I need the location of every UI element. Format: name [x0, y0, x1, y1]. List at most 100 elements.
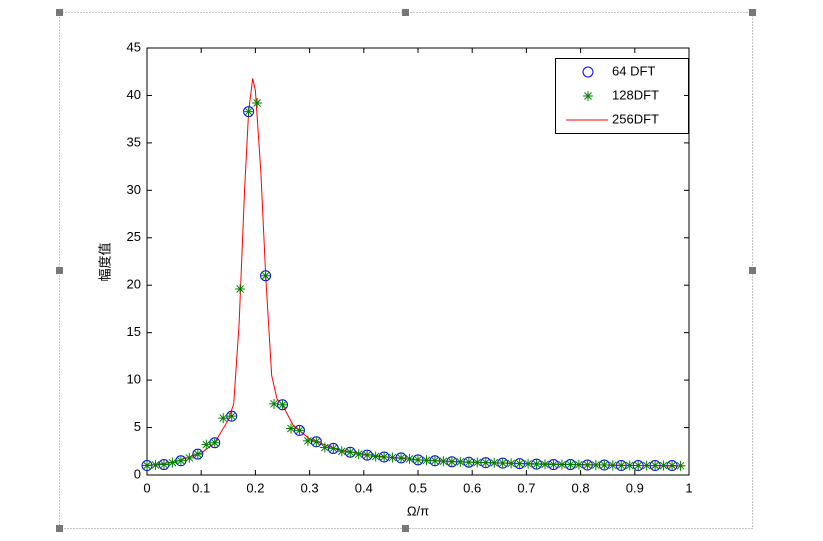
legend-label: 128DFT [612, 87, 659, 102]
star-marker [277, 399, 288, 410]
star-marker [243, 106, 254, 117]
star-marker [650, 460, 661, 471]
y-tick-label: 0 [134, 466, 141, 481]
y-tick-label: 35 [127, 134, 141, 149]
star-marker [150, 460, 161, 471]
star-marker [590, 460, 601, 471]
star-marker [633, 460, 644, 471]
star-marker [497, 458, 508, 469]
x-tick-label: 0.5 [409, 480, 427, 495]
legend-label: 64 DFT [612, 63, 655, 78]
star-marker [582, 460, 593, 471]
x-tick-label: 0.6 [463, 480, 481, 495]
star-marker [362, 450, 373, 461]
star-marker [404, 453, 415, 464]
star-marker [438, 456, 449, 467]
star-marker [607, 460, 618, 471]
star-marker [336, 446, 347, 457]
star-marker [387, 452, 398, 463]
star-marker [235, 284, 246, 295]
star-marker [302, 435, 313, 446]
star-marker [184, 452, 195, 463]
star-marker [429, 455, 440, 466]
y-tick-label: 30 [127, 182, 141, 197]
x-tick-label: 0.4 [355, 480, 373, 495]
star-marker [514, 458, 525, 469]
handle[interactable] [749, 267, 756, 274]
handle[interactable] [56, 525, 63, 532]
star-marker [175, 455, 186, 466]
star-marker [269, 398, 280, 409]
y-tick-label: 5 [134, 419, 141, 434]
star-marker [209, 437, 220, 448]
star-marker [379, 451, 390, 462]
legend [555, 58, 689, 134]
x-axis-label: Ω/π [407, 503, 429, 518]
star-marker [556, 459, 567, 470]
selection-handles [56, 9, 756, 532]
star-marker [667, 460, 678, 471]
y-tick-label: 20 [127, 277, 141, 292]
star-marker [226, 411, 237, 422]
x-tick-label: 0.1 [192, 480, 210, 495]
star-marker [142, 460, 152, 471]
x-tick-label: 0.9 [626, 480, 644, 495]
star-marker [472, 457, 483, 468]
star-marker [599, 460, 610, 471]
x-tick-label: 0.3 [301, 480, 319, 495]
star-marker [396, 452, 407, 463]
star-marker [328, 443, 339, 454]
star-marker [158, 459, 169, 470]
handle[interactable] [749, 9, 756, 16]
star-marker [675, 460, 686, 471]
handle[interactable] [56, 267, 63, 274]
star-marker [345, 447, 356, 458]
star-marker [413, 454, 423, 465]
x-tick-label: 0.7 [517, 480, 535, 495]
y-tick-label: 15 [127, 324, 141, 339]
star-marker [285, 423, 296, 434]
star-marker [641, 460, 652, 471]
star-marker [624, 460, 635, 471]
legend-label: 256DFT [612, 111, 659, 126]
star-marker [506, 458, 517, 469]
x-tick-label: 0.8 [572, 480, 590, 495]
star-marker [370, 451, 381, 462]
x-tick-label: 0 [143, 480, 150, 495]
handle[interactable] [56, 9, 63, 16]
star-marker [455, 456, 466, 467]
star-marker [311, 436, 322, 447]
handle[interactable] [402, 9, 409, 16]
legend-marker [583, 91, 593, 101]
star-marker [201, 439, 212, 450]
star-marker [353, 449, 364, 460]
y-tick-label: 25 [127, 229, 141, 244]
star-marker [294, 425, 305, 436]
star-marker [565, 459, 576, 470]
star-marker [540, 459, 551, 470]
star-marker [218, 413, 229, 424]
y-axis-label: 幅度值 [97, 242, 112, 281]
star-marker [531, 459, 542, 470]
star-marker [192, 449, 203, 460]
handle[interactable] [402, 525, 409, 532]
y-tick-label: 45 [127, 39, 141, 54]
star-marker [616, 460, 627, 471]
star-marker [573, 459, 584, 470]
star-marker [319, 442, 330, 453]
star-marker [252, 98, 263, 109]
star-marker [658, 460, 669, 471]
y-tick-label: 10 [127, 372, 141, 387]
legend-marker [582, 66, 594, 78]
x-tick-label: 1 [685, 480, 692, 495]
star-marker [167, 457, 178, 468]
star-marker [421, 455, 432, 466]
star-marker [260, 270, 271, 281]
star-marker [523, 458, 534, 469]
x-tick-label: 0.2 [246, 480, 264, 495]
y-tick-label: 40 [127, 87, 141, 102]
star-marker [480, 457, 491, 468]
star-marker [548, 459, 559, 470]
star-marker [463, 457, 474, 468]
